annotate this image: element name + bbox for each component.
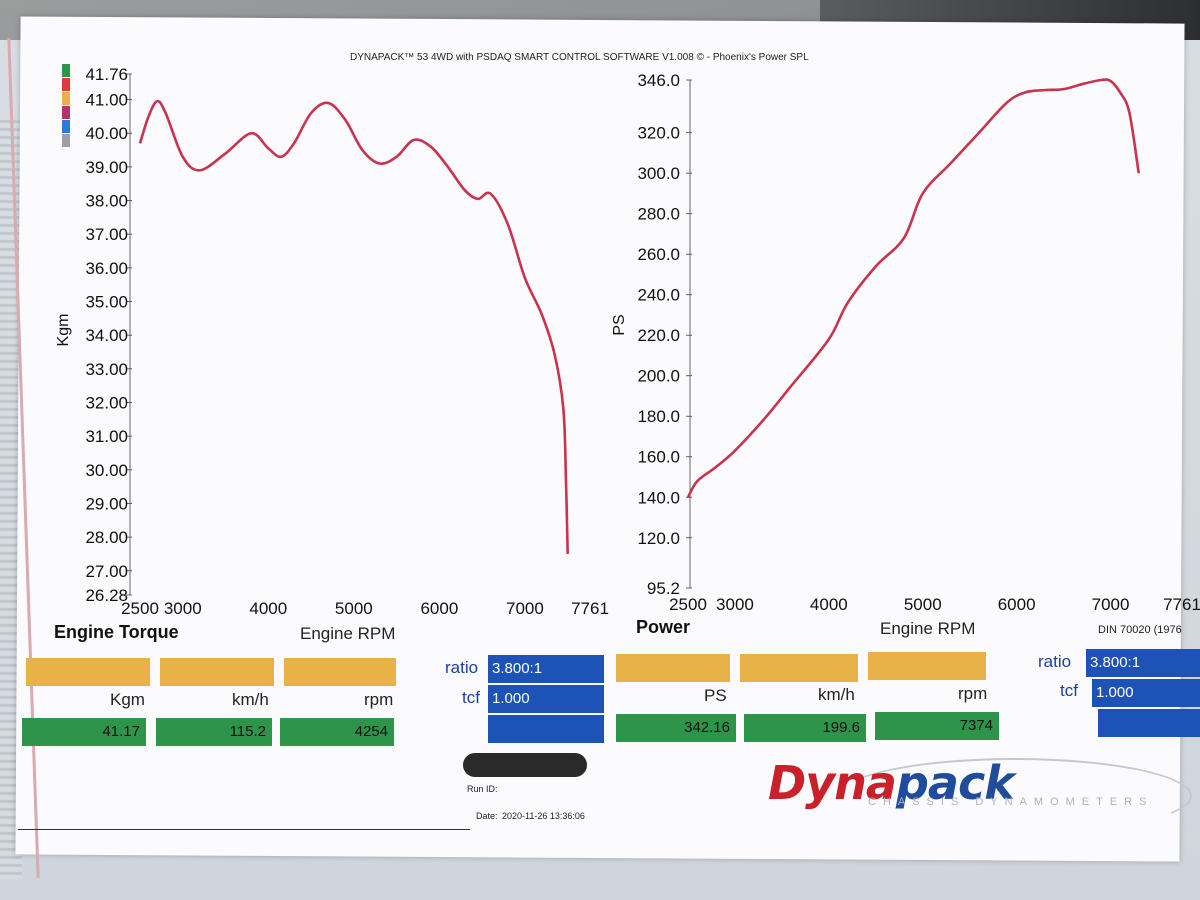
power-rpm-label: Engine RPM bbox=[880, 619, 976, 638]
x-tick-label: 6000 bbox=[998, 595, 1036, 614]
right-tcf-value: 1.000 bbox=[1092, 679, 1200, 707]
din-standard: DIN 70020 (1976 bbox=[1098, 624, 1182, 636]
x-tick-label: 5000 bbox=[335, 599, 373, 618]
x-tick-label: 6000 bbox=[420, 599, 458, 618]
legend-swatch bbox=[62, 134, 70, 147]
y-axis-label: PS bbox=[611, 314, 628, 335]
right-ratio-label: ratio bbox=[1038, 652, 1072, 671]
power-chart: 95.2 120.0 140.0 160.0 180.0 200.0 220.0 240.0 2… bbox=[611, 71, 1200, 614]
torque-rpm-label: Engine RPM bbox=[300, 624, 396, 643]
torque-rpm-value: 4254 bbox=[280, 718, 394, 746]
series-line bbox=[686, 78, 1140, 498]
power-orange-box-1 bbox=[616, 654, 730, 682]
legend-swatch bbox=[62, 92, 70, 105]
y-tick-label: 140.0 bbox=[637, 488, 680, 507]
dynapack-logo: Dynapack bbox=[768, 756, 1015, 810]
torque-value: 41.17 bbox=[22, 718, 146, 746]
y-tick-label: 29.00 bbox=[85, 494, 128, 513]
y-tick-label: 34.00 bbox=[85, 326, 128, 345]
torque-chart: 26.28 27.00 28.00 29.00 30.00 31.00 32.00 33.00… bbox=[55, 65, 609, 618]
y-tick-label: 280.0 bbox=[637, 205, 680, 224]
y-tick-label: 26.28 bbox=[85, 586, 128, 605]
y-tick-label: 36.00 bbox=[85, 259, 128, 278]
y-tick-label: 120.0 bbox=[637, 529, 680, 548]
torque-unit-rpm: rpm bbox=[364, 690, 394, 709]
power-orange-box-2 bbox=[740, 654, 858, 682]
x-tick-label: 3000 bbox=[716, 595, 754, 614]
x-tick-label: 7000 bbox=[1092, 595, 1130, 614]
logo-subtitle: CHASSIS DYNAMOMETERS bbox=[868, 796, 1154, 808]
y-tick-label: 260.0 bbox=[637, 245, 680, 264]
logo-swoosh bbox=[838, 758, 1192, 834]
x-tick-label: 7000 bbox=[506, 599, 544, 618]
y-tick-label: 180.0 bbox=[637, 407, 680, 426]
y-tick-label: 31.00 bbox=[85, 427, 128, 446]
left-blank-blue-box bbox=[488, 715, 604, 743]
signature-line bbox=[18, 829, 470, 830]
redacted-run-id bbox=[463, 753, 587, 777]
power-value: 342.16 bbox=[616, 714, 736, 742]
y-tick-label: 35.00 bbox=[85, 293, 128, 312]
header-title: DYNAPACK™ 53 4WD with PSDAQ SMART CONTRO… bbox=[350, 52, 809, 63]
right-blank-blue-box bbox=[1098, 709, 1200, 737]
power-orange-box-3 bbox=[868, 652, 986, 680]
y-tick-label: 28.00 bbox=[85, 528, 128, 547]
legend-swatch bbox=[62, 78, 70, 91]
y-tick-label: 160.0 bbox=[637, 448, 680, 467]
torque-orange-box-2 bbox=[160, 658, 274, 686]
legend-swatch bbox=[62, 64, 70, 77]
y-axis-label: Kgm bbox=[55, 314, 72, 347]
x-tick-label: 5000 bbox=[904, 595, 942, 614]
y-tick-label: 41.00 bbox=[85, 91, 128, 110]
x-tick-label: 7761 bbox=[571, 599, 609, 618]
run-id-label: Run ID: bbox=[467, 784, 498, 794]
date-label: Date: bbox=[476, 811, 498, 821]
power-unit-rpm: rpm bbox=[958, 684, 988, 703]
y-tick-label: 240.0 bbox=[637, 286, 680, 305]
date-value: 2020-11-26 13:36:06 bbox=[502, 811, 585, 821]
y-tick-label: 27.00 bbox=[85, 562, 128, 581]
torque-orange-box-1 bbox=[26, 658, 150, 686]
left-ratio-label: ratio bbox=[445, 658, 479, 677]
x-tick-label: 2500 bbox=[669, 595, 707, 614]
legend-swatch bbox=[62, 106, 70, 119]
torque-unit-kgm: Kgm bbox=[110, 690, 145, 709]
y-tick-label: 346.0 bbox=[637, 71, 680, 90]
y-tick-label: 40.00 bbox=[85, 124, 128, 143]
y-tick-label: 95.2 bbox=[647, 579, 680, 598]
y-tick-label: 39.00 bbox=[85, 158, 128, 177]
power-unit-ps: PS bbox=[704, 686, 727, 705]
series-line bbox=[138, 99, 569, 554]
right-ratio-value: 3.800:1 bbox=[1086, 649, 1200, 677]
y-tick-label: 220.0 bbox=[637, 326, 680, 345]
legend-swatch bbox=[62, 120, 70, 133]
power-rpm-value: 7374 bbox=[875, 712, 999, 740]
power-title: Power bbox=[636, 617, 691, 637]
y-tick-label: 33.00 bbox=[85, 360, 128, 379]
y-tick-label: 300.0 bbox=[637, 164, 680, 183]
y-tick-label: 41.76 bbox=[85, 65, 128, 84]
y-tick-label: 32.00 bbox=[85, 393, 128, 412]
y-tick-label: 38.00 bbox=[85, 192, 128, 211]
x-tick-label: 2500 bbox=[121, 599, 159, 618]
power-speed-value: 199.6 bbox=[744, 714, 866, 742]
x-tick-label: 7761 bbox=[1163, 595, 1200, 614]
torque-orange-box-3 bbox=[284, 658, 396, 686]
left-ratio-value: 3.800:1 bbox=[488, 655, 604, 683]
x-tick-label: 3000 bbox=[164, 599, 202, 618]
torque-title: Engine Torque bbox=[54, 622, 179, 642]
x-tick-label: 4000 bbox=[810, 595, 848, 614]
torque-unit-kmh: km/h bbox=[232, 690, 269, 709]
right-tcf-label: tcf bbox=[1060, 681, 1078, 700]
left-tcf-label: tcf bbox=[462, 688, 480, 707]
y-tick-label: 320.0 bbox=[637, 124, 680, 143]
x-tick-label: 4000 bbox=[249, 599, 287, 618]
left-tcf-value: 1.000 bbox=[488, 685, 604, 713]
y-tick-label: 30.00 bbox=[85, 461, 128, 480]
power-unit-kmh: km/h bbox=[818, 685, 855, 704]
torque-speed-value: 115.2 bbox=[156, 718, 272, 746]
y-tick-label: 37.00 bbox=[85, 225, 128, 244]
y-tick-label: 200.0 bbox=[637, 367, 680, 386]
